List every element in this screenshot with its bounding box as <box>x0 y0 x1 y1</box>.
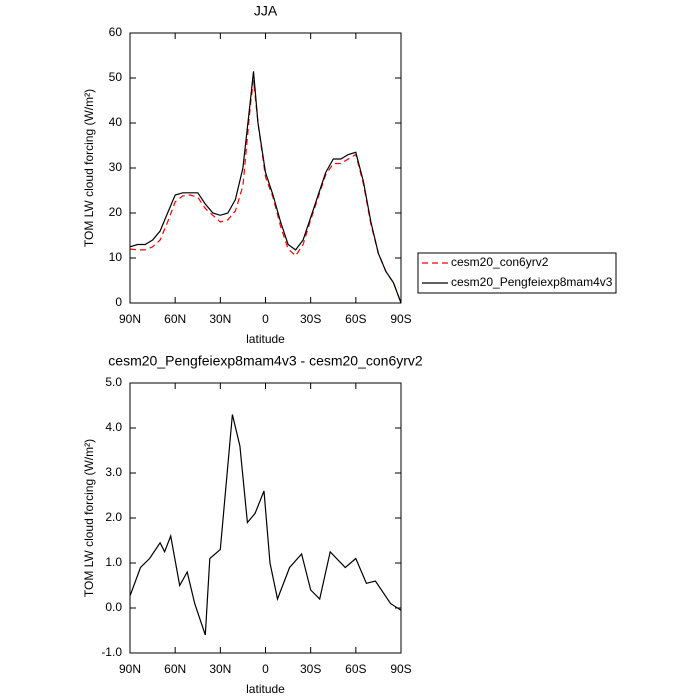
y-tick-label: 0 <box>115 295 122 309</box>
x-tick-label: 30S <box>300 662 321 676</box>
y-tick-label: 0.0 <box>105 600 122 614</box>
x-tick-label: 60S <box>345 662 366 676</box>
y-tick-label: 20 <box>109 205 123 219</box>
x-tick-label: 90S <box>390 312 411 326</box>
data-line <box>129 71 402 304</box>
y-tick-label: 10 <box>109 250 123 264</box>
y-tick-label: 5.0 <box>105 375 122 389</box>
plot-frame <box>129 32 402 304</box>
x-tick-label: 30N <box>209 662 231 676</box>
x-tick-label: 60N <box>164 662 186 676</box>
plot-frame <box>129 382 402 654</box>
data-line <box>129 414 402 636</box>
y-tick-label: 30 <box>109 160 123 174</box>
chart-title: JJA <box>254 3 278 19</box>
chart-title: cesm20_Pengfeiexp8mam4v3 - cesm20_con6yr… <box>108 353 423 369</box>
x-tick-label: 90N <box>119 662 141 676</box>
y-tick-label: 2.0 <box>105 510 122 524</box>
x-tick-label: 60N <box>164 312 186 326</box>
y-tick-label: 1.0 <box>105 555 122 569</box>
x-tick-label: 90S <box>390 662 411 676</box>
y-tick-label: 3.0 <box>105 465 122 479</box>
x-axis-label: latitude <box>246 682 285 696</box>
legend-box <box>417 252 617 294</box>
data-line <box>129 80 402 304</box>
y-tick-label: 50 <box>109 70 123 84</box>
y-tick-label: 40 <box>109 115 123 129</box>
y-tick-label: -1.0 <box>101 645 122 659</box>
x-tick-label: 30S <box>300 312 321 326</box>
y-tick-label: 4.0 <box>105 420 122 434</box>
legend-label: cesm20_Pengfeiexp8mam4v3 <box>451 275 613 289</box>
legend-label: cesm20_con6yrv2 <box>451 255 549 269</box>
x-tick-label: 0 <box>262 662 269 676</box>
y-tick-label: 60 <box>109 25 123 39</box>
x-axis-label: latitude <box>246 332 285 346</box>
x-tick-label: 30N <box>209 312 231 326</box>
x-tick-label: 60S <box>345 312 366 326</box>
x-tick-label: 0 <box>262 312 269 326</box>
y-axis-label: TOM LW cloud forcing (W/m²) <box>82 439 96 597</box>
y-axis-label: TOM LW cloud forcing (W/m²) <box>82 89 96 247</box>
x-tick-label: 90N <box>119 312 141 326</box>
